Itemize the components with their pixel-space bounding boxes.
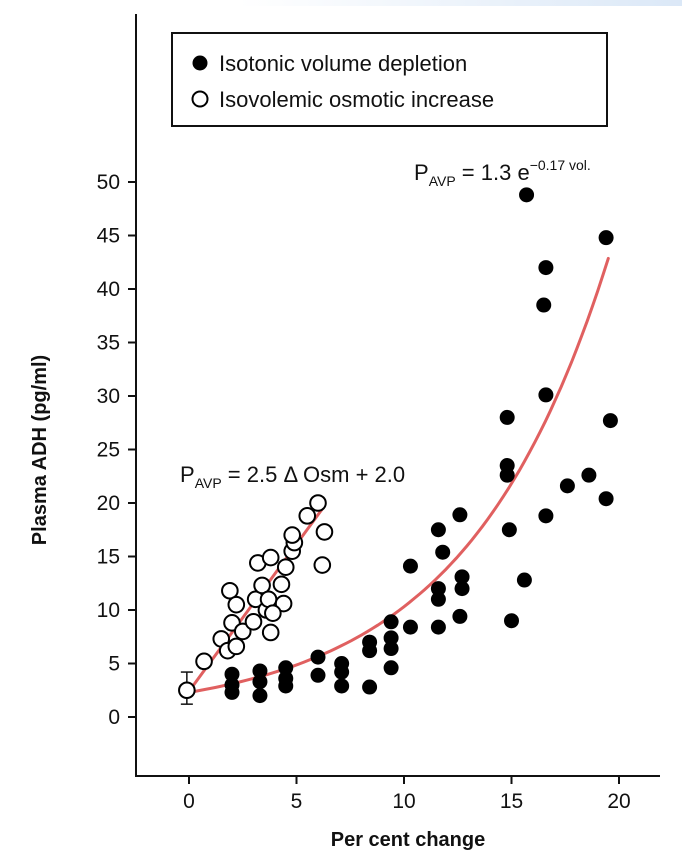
y-tick-label: 5 (108, 653, 120, 676)
y-tick-label: 40 (97, 278, 120, 301)
lin-equation: PAVP = 2.5 Δ Osm + 2.0 (180, 462, 405, 491)
filled-data-point (499, 409, 515, 425)
legend-filled-marker (192, 55, 208, 71)
filled-data-point (501, 522, 517, 538)
y-axis-title: Plasma ADH (pg/ml) (29, 355, 51, 545)
filled-data-point (435, 544, 451, 560)
filled-data-point (430, 619, 446, 635)
filled-data-point (310, 667, 326, 683)
filled-data-point (252, 688, 268, 704)
open-data-point (233, 622, 252, 641)
filled-data-point (454, 569, 470, 585)
filled-data-point (362, 679, 378, 695)
filled-data-point (499, 467, 515, 483)
lin-eq-rest: = 2.5 Δ Osm + 2.0 (222, 462, 405, 487)
filled-data-point (402, 558, 418, 574)
open-data-point (178, 681, 196, 700)
filled-data-point (334, 664, 350, 680)
y-tick-label: 45 (97, 225, 120, 248)
filled-data-point (224, 666, 240, 682)
data-points (178, 187, 618, 704)
lin-eq-sub: AVP (195, 475, 222, 491)
y-tick-label: 10 (97, 599, 120, 622)
x-tick-label: 20 (607, 790, 630, 813)
exp-eq-mid: = 1.3 e (456, 160, 530, 185)
legend-open-marker (191, 90, 209, 108)
axis-ticks: 0 5 10 15 20 0 5 10 15 20 25 30 35 40 45 50 (97, 171, 631, 813)
open-data-point (244, 612, 263, 631)
lin-eq-prefix: P (180, 462, 195, 487)
y-tick-label: 20 (97, 492, 120, 515)
filled-data-point (598, 491, 614, 507)
filled-data-point (452, 507, 468, 523)
filled-data-point (310, 649, 326, 665)
open-data-point (276, 558, 295, 577)
filled-data-point (536, 297, 552, 313)
legend-open-label: Isovolemic osmotic increase (219, 87, 494, 112)
filled-data-point (452, 608, 468, 624)
filled-data-point (383, 641, 399, 657)
open-data-point (261, 623, 280, 642)
filled-data-point (252, 663, 268, 679)
legend: Isotonic volume depletion Isovolemic osm… (171, 32, 608, 127)
legend-box (171, 32, 608, 127)
filled-data-point (559, 478, 575, 494)
filled-data-point (538, 387, 554, 403)
filled-data-point (334, 678, 350, 694)
open-data-point (227, 637, 246, 656)
open-data-point (313, 556, 332, 574)
x-tick-label: 10 (392, 790, 415, 813)
x-tick-label: 15 (500, 790, 523, 813)
filled-data-point (362, 643, 378, 659)
filled-data-point (224, 684, 240, 700)
filled-data-point (516, 572, 532, 588)
filled-data-point (454, 581, 470, 597)
filled-data-point (538, 260, 554, 276)
y-tick-label: 50 (97, 171, 120, 194)
exp-equation: PAVP = 1.3 e−0.17 vol. (414, 157, 591, 189)
filled-data-point (581, 467, 597, 483)
y-tick-label: 30 (97, 385, 120, 408)
filled-data-point (430, 522, 446, 538)
filled-data-point (383, 630, 399, 646)
y-tick-label: 25 (97, 439, 120, 462)
open-data-point (298, 507, 317, 525)
filled-data-point (383, 614, 399, 630)
filled-data-point (430, 581, 446, 597)
top-accent-bar (0, 0, 682, 6)
open-data-point (309, 494, 327, 512)
filled-data-point (383, 660, 399, 676)
open-data-point (315, 523, 334, 541)
filled-data-point (602, 413, 618, 429)
open-data-point (272, 575, 291, 594)
x-tick-label: 0 (183, 790, 195, 813)
exp-eq-sub: AVP (429, 173, 456, 189)
filled-data-point (278, 678, 294, 694)
open-data-point (274, 594, 293, 613)
filled-data-point (504, 613, 519, 629)
filled-data-point (519, 187, 535, 203)
open-data-point (221, 581, 239, 600)
filled-data-point (278, 660, 294, 676)
filled-data-point (598, 230, 614, 246)
x-tick-label: 5 (291, 790, 303, 813)
open-data-point (195, 652, 213, 671)
legend-filled-label: Isotonic volume depletion (219, 51, 467, 76)
open-data-point (227, 595, 246, 614)
filled-data-point (430, 591, 446, 607)
open-data-point (261, 548, 280, 567)
exp-eq-sup: −0.17 vol. (530, 157, 591, 173)
open-data-point (283, 526, 302, 544)
open-data-point (264, 604, 282, 623)
exp-eq-prefix: P (414, 160, 429, 185)
open-data-point (253, 576, 271, 595)
filled-data-point (402, 619, 418, 635)
y-tick-label: 0 (108, 706, 120, 729)
y-tick-label: 35 (97, 332, 120, 355)
x-axis-title: Per cent change (331, 829, 486, 851)
filled-data-point (252, 674, 268, 690)
filled-data-point (538, 508, 554, 524)
y-tick-label: 15 (97, 546, 120, 569)
